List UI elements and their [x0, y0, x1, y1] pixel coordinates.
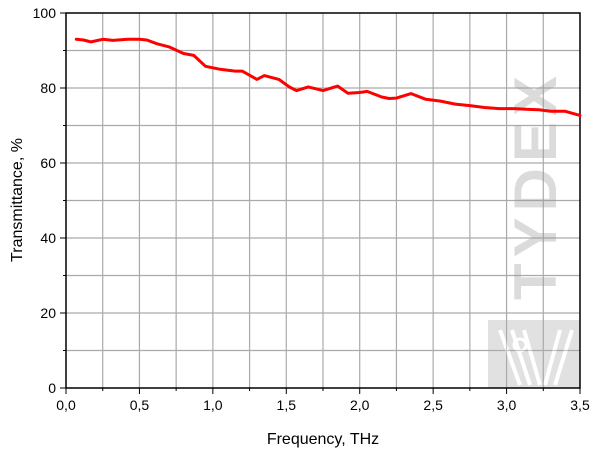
- y-tick-label: 40: [40, 230, 56, 246]
- series-line: [74, 37, 582, 117]
- tydex-logo-icon: [488, 320, 580, 388]
- x-tick-label: 3,0: [497, 397, 517, 413]
- x-tick-label: 0,0: [56, 397, 76, 413]
- plot-frame: [65, 12, 581, 389]
- x-tick-label: 3,5: [570, 397, 590, 413]
- x-tick-label: 1,5: [277, 397, 297, 413]
- y-tick-label: 100: [33, 5, 57, 21]
- y-axis-label: Transmittance, %: [9, 138, 26, 262]
- y-tick-labels: 0 20 40 60 80 100: [33, 5, 57, 396]
- grid: [66, 13, 580, 388]
- x-axis-label: Frequency, THz: [267, 431, 379, 448]
- y-tick-label: 80: [40, 80, 56, 96]
- x-tick-label: 0,5: [130, 397, 150, 413]
- x-tick-label: 1,0: [203, 397, 223, 413]
- x-tick-label: 2,0: [350, 397, 370, 413]
- y-tick-label: 20: [40, 305, 56, 321]
- watermark-text: TYDEX: [502, 70, 569, 300]
- x-tick-labels: 0,0 0,5 1,0 1,5 2,0 2,5 3,0 3,5: [56, 397, 590, 413]
- y-tick-label: 60: [40, 155, 56, 171]
- x-tick-label: 2,5: [423, 397, 443, 413]
- y-tick-label: 0: [48, 380, 56, 396]
- tydex-watermark: TYDEX: [488, 70, 580, 388]
